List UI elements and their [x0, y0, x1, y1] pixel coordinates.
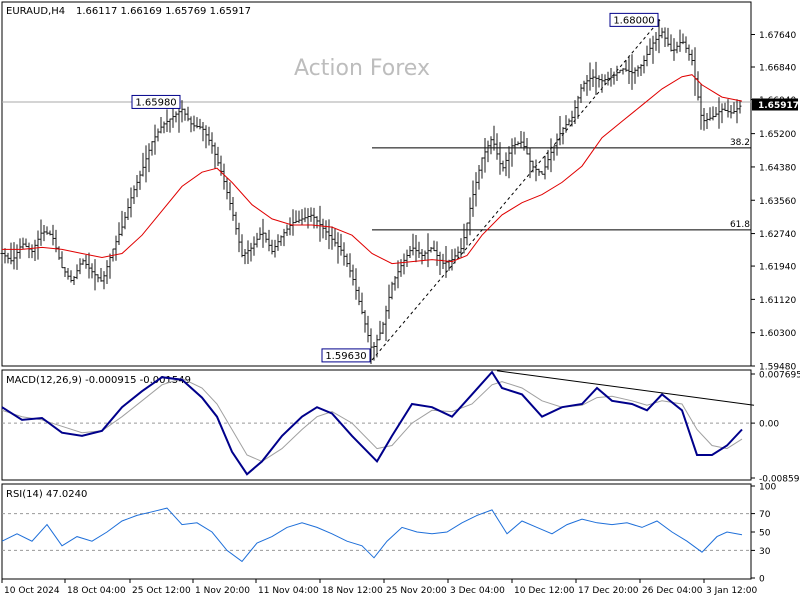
current-price-label: 1.65917: [758, 101, 799, 111]
macd-y-tick-label: 0.00: [759, 420, 779, 430]
price-y-tick-label: 1.63560: [759, 197, 796, 207]
price-annotation-box: [609, 12, 659, 27]
x-axis-tick-label: 25 Nov 20:00: [386, 586, 447, 596]
macd-main-line: [1, 370, 743, 476]
x-axis-tick-label: 3 Dec 04:00: [450, 586, 505, 596]
rsi-y-tick-label: 100: [759, 483, 776, 493]
price-layer: 38.2 61.8 1.65980 1.68000 1.59630: [0, 12, 751, 364]
rsi-y-tick-label: 50: [759, 529, 771, 539]
price-y-tick-label: 1.62740: [759, 230, 796, 240]
rsi-y-tick-label: 70: [759, 510, 771, 520]
current-price-tag: [752, 98, 798, 111]
rally-trendline: [371, 19, 661, 361]
price-y-tick-label: 1.59480: [759, 363, 796, 373]
x-axis-tick-label: 3 Jan 12:00: [706, 586, 758, 596]
fib-level-label: 61.8: [730, 220, 750, 230]
rsi-panel-frame: [1, 483, 752, 580]
x-axis-tick-label: 25 Oct 12:00: [132, 586, 191, 596]
x-axis-tick-label: 10 Oct 2024: [4, 586, 60, 596]
price-annotation-box: [321, 348, 371, 363]
price-y-tick-label: 1.64380: [759, 163, 796, 173]
macd-y-tick-label: -0.008599: [759, 475, 800, 485]
x-axis-tick-label: 11 Nov 04:00: [258, 586, 319, 596]
moving-average-line: [2, 74, 743, 265]
price-annotation-label: 1.68000: [613, 15, 654, 26]
macd-panel-frame: [1, 369, 752, 481]
fib-level-label: 38.2: [730, 138, 750, 148]
price-y-tick-label: 1.60300: [759, 329, 796, 339]
price-y-tick-label: 1.61120: [759, 296, 796, 306]
rsi-title: RSI(14) 47.0240: [6, 489, 87, 500]
axis-layer: 1.676401.668401.660401.652001.643801.635…: [1, 31, 800, 596]
rsi-line: [1, 507, 743, 563]
header-ohlc: 1.66117 1.66169 1.65769 1.65917: [76, 6, 251, 17]
price-y-tick-label: 1.67640: [759, 31, 796, 41]
x-axis-tick-label: 26 Dec 04:00: [642, 586, 703, 596]
rsi-layer: [1, 507, 751, 563]
price-annotation-box: [131, 94, 181, 109]
macd-title: MACD(12,26,9) -0.000915 -0.001549: [6, 375, 191, 386]
macd-trendline: [496, 370, 755, 406]
x-axis-tick-label: 18 Nov 12:00: [322, 586, 383, 596]
x-axis-tick-label: 18 Oct 04:00: [67, 586, 126, 596]
price-y-tick-label: 1.66840: [759, 64, 796, 74]
price-annotation-label: 1.65980: [135, 97, 176, 108]
price-annotation-label: 1.59630: [325, 351, 366, 362]
macd-layer: [1, 370, 755, 476]
price-y-tick-label: 1.61940: [759, 263, 796, 273]
price-y-tick-label: 1.65200: [759, 130, 796, 140]
macd-y-tick-label: 0.007695: [759, 371, 800, 381]
rsi-y-tick-label: 0: [759, 575, 765, 585]
x-axis-tick-label: 10 Dec 12:00: [514, 586, 575, 596]
header-symbol: EURAUD,H4: [6, 6, 65, 17]
x-axis-tick-label: 17 Dec 20:00: [578, 586, 639, 596]
rsi-y-tick-label: 30: [759, 547, 771, 557]
x-axis-tick-label: 1 Nov 20:00: [195, 586, 250, 596]
watermark: Action Forex: [294, 56, 430, 81]
